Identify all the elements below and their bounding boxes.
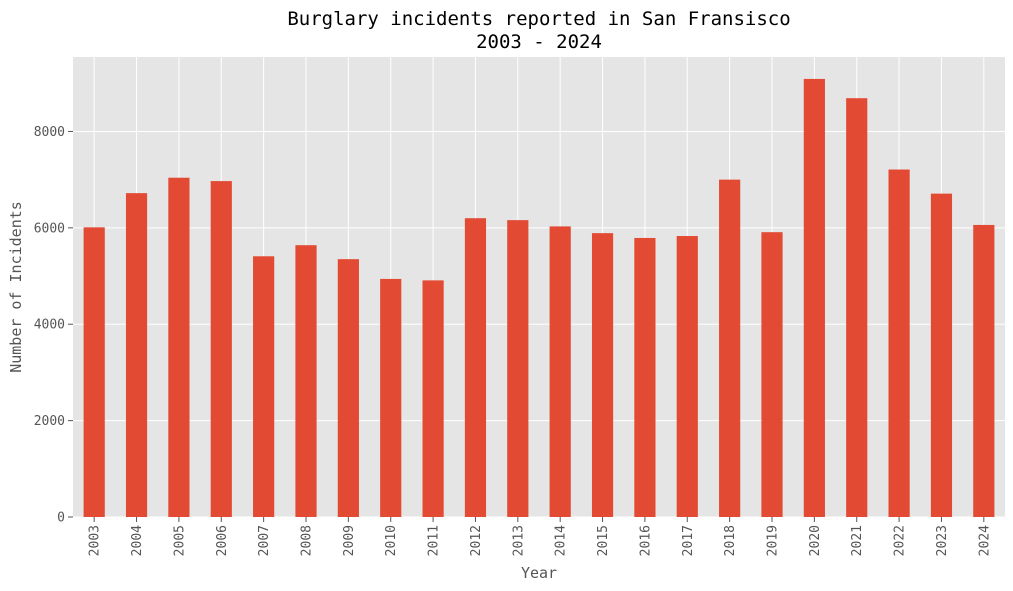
x-tick-label: 2013 (511, 525, 526, 556)
x-axis-ticks: 2003 2004 2005 2006 2007 2008 2009 2010 2011 2012… (88, 517, 992, 556)
y-tick-label: 4000 (34, 318, 65, 333)
bar-2022 (888, 169, 910, 517)
bar-2016 (634, 237, 656, 517)
x-tick-label: 2020 (808, 525, 823, 556)
bar-2019 (761, 232, 783, 517)
y-tick-label: 8000 (34, 125, 65, 140)
bar-2010 (380, 278, 402, 517)
x-tick-label: 2004 (130, 525, 145, 556)
x-tick-label: 2010 (384, 525, 399, 556)
chart-title-line2: 2003 - 2024 (476, 31, 602, 53)
x-tick-label: 2023 (935, 525, 950, 556)
x-tick-label: 2024 (977, 525, 992, 556)
bar-2006 (210, 181, 232, 518)
y-tick-label: 2000 (34, 414, 65, 429)
x-tick-label: 2006 (215, 525, 230, 556)
x-tick-label: 2008 (300, 525, 315, 556)
y-tick-label: 0 (57, 511, 65, 526)
x-tick-label: 2005 (172, 525, 187, 556)
x-tick-label: 2011 (427, 525, 442, 556)
bar-2018 (719, 179, 741, 517)
bar-2023 (930, 193, 953, 517)
x-axis-label: Year (521, 564, 557, 582)
bar-2020 (803, 78, 825, 518)
y-axis-ticks: 0 2000 4000 6000 8000 (34, 125, 73, 526)
y-axis-label: Number of Incidents (7, 201, 25, 373)
bar-2004 (125, 193, 148, 517)
x-tick-label: 2016 (638, 525, 653, 556)
x-tick-label: 2018 (723, 525, 738, 556)
chart-title-line1: Burglary incidents reported in San Frans… (287, 8, 790, 30)
x-tick-label: 2021 (850, 525, 865, 556)
x-tick-label: 2022 (893, 525, 908, 556)
x-tick-label: 2012 (469, 525, 484, 556)
x-tick-label: 2015 (596, 525, 611, 556)
x-tick-label: 2019 (766, 525, 781, 556)
y-tick-label: 6000 (34, 221, 65, 236)
x-tick-label: 2003 (88, 525, 103, 556)
bar-2017 (676, 236, 698, 518)
bars (83, 78, 995, 518)
bar-2008 (295, 245, 317, 518)
bar-2012 (464, 218, 487, 517)
bar-2014 (549, 226, 571, 517)
bar-2009 (337, 259, 359, 517)
x-tick-label: 2007 (257, 525, 272, 556)
bar-2011 (422, 280, 444, 517)
bar-2003 (83, 227, 105, 517)
bar-2015 (591, 233, 614, 517)
x-tick-label: 2014 (554, 525, 569, 556)
bar-2007 (253, 256, 275, 517)
bar-2021 (846, 98, 868, 517)
bar-2024 (973, 224, 995, 517)
bar-2005 (168, 177, 190, 517)
x-tick-label: 2009 (342, 525, 357, 556)
bar-2013 (507, 220, 529, 518)
x-tick-label: 2017 (681, 525, 696, 556)
